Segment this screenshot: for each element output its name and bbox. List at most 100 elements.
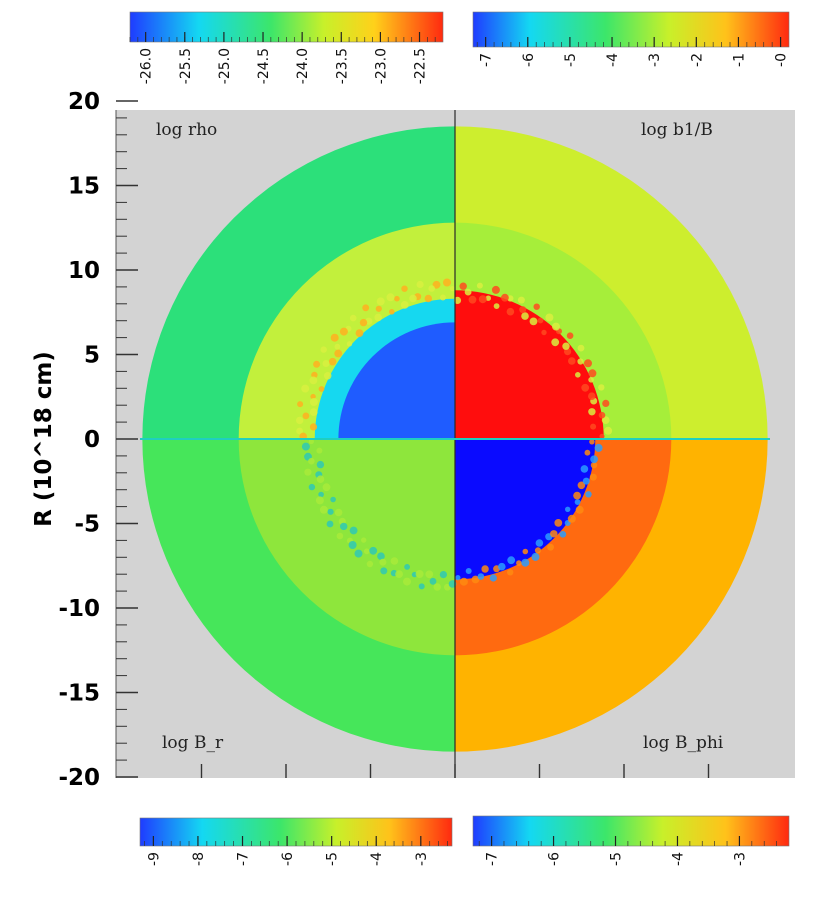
colorbar-tick-label: -2 — [689, 53, 705, 67]
panel-log-b1-b — [455, 126, 768, 439]
bphi-front-blob — [565, 506, 571, 512]
b1-front-blob — [584, 359, 592, 368]
colorbar-tick-label: -7 — [236, 852, 252, 866]
br-front-blob — [404, 564, 410, 570]
b1-front-blob — [478, 295, 487, 304]
b1-front-blob — [590, 423, 597, 430]
rho-front-blob — [309, 408, 318, 416]
colorbar-tick-label: -6 — [280, 852, 296, 866]
rho-front-blob — [339, 327, 348, 336]
b1-front-blob — [598, 411, 606, 419]
b1-front-blob — [602, 399, 610, 407]
br-front-blob — [433, 583, 441, 591]
bphi-front-blob — [590, 455, 598, 464]
y-tick-label: -20 — [58, 765, 100, 791]
br-front-blob — [361, 537, 367, 543]
bphi-front-blob — [521, 558, 530, 567]
b1-front-blob — [537, 317, 544, 324]
rho-front-blob — [349, 314, 357, 322]
br-front-blob — [379, 558, 387, 566]
colorbar-tick-label: -5 — [609, 852, 625, 866]
rho-front-blob — [376, 297, 385, 306]
bphi-front-blob — [477, 573, 485, 580]
br-front-blob — [390, 557, 399, 565]
colorbar-tick-label: -22.5 — [413, 48, 429, 84]
colorbar-tick-label: -1 — [731, 53, 747, 67]
b1-front-blob — [541, 329, 547, 336]
rho-front-blob — [309, 398, 318, 406]
bphi-front-blob — [531, 552, 540, 561]
bphi-front-blob — [535, 539, 544, 547]
bphi-front-blob — [589, 439, 595, 445]
b1-front-blob — [468, 295, 477, 304]
y-axis-label: R (10^18 cm) — [31, 351, 57, 527]
br-front-blob — [304, 468, 312, 476]
b1-front-blob — [517, 296, 525, 304]
b1-front-blob — [575, 372, 581, 378]
shell-3-2 — [455, 439, 596, 580]
b1-front-blob — [566, 332, 574, 340]
br-front-blob — [301, 442, 310, 451]
bphi-front-blob — [481, 565, 489, 573]
panel-label-log-rho: log rho — [156, 120, 217, 140]
colorbar-log-b1-b: -7 -6 -5 -4 -3 -2 -1 -0 — [472, 11, 790, 67]
br-front-blob — [308, 483, 316, 491]
b1-front-blob — [464, 288, 472, 296]
rho-front-blob — [409, 294, 417, 303]
b1-front-blob — [491, 285, 500, 294]
bphi-front-blob — [498, 562, 506, 571]
colorbar-tick-label: -24.0 — [295, 48, 311, 84]
br-front-blob — [439, 571, 447, 579]
br-front-blob — [380, 567, 388, 575]
bphi-front-blob — [585, 491, 592, 498]
colorbar-tick-label: -3 — [647, 53, 663, 67]
bphi-front-blob — [567, 514, 576, 523]
rho-front-blob — [359, 318, 368, 327]
bphi-front-blob — [573, 491, 581, 500]
colorbar-tick-label: -6 — [521, 53, 537, 67]
b1-front-blob — [485, 295, 491, 301]
bphi-front-blob — [582, 477, 590, 485]
br-front-blob — [316, 447, 323, 454]
br-front-blob — [318, 491, 324, 498]
br-front-blob — [369, 546, 378, 555]
br-front-blob — [308, 457, 315, 465]
y-tick-label: 10 — [68, 258, 100, 284]
rho-front-blob — [297, 401, 304, 408]
y-tick-label: 5 — [84, 343, 100, 369]
b1-front-blob — [577, 344, 585, 352]
br-front-blob — [349, 526, 358, 535]
br-front-blob — [336, 532, 344, 540]
colorbar-log-b-r: -9 -8 -7 -6 -5 -4 -3 — [139, 817, 453, 866]
rho-front-blob — [322, 360, 330, 367]
b1-front-blob — [588, 392, 596, 401]
bphi-front-blob — [534, 547, 542, 554]
bphi-front-blob — [507, 556, 516, 565]
b1-front-blob — [545, 313, 554, 322]
rho-front-blob — [310, 393, 316, 400]
bphi-front-blob — [455, 575, 461, 581]
b1-front-blob — [598, 384, 605, 391]
colorbar-tick-label: -3 — [732, 852, 748, 866]
bphi-front-blob — [580, 465, 589, 473]
br-front-blob — [403, 577, 411, 586]
b1-front-blob — [577, 358, 584, 365]
panel-label-log-b-r: log B_r — [162, 733, 224, 753]
b1-front-blob — [493, 303, 500, 309]
colorbar-tick-label: -23.5 — [334, 48, 350, 84]
colorbar-tick-label: -0 — [774, 53, 790, 67]
bphi-front-blob — [547, 543, 554, 551]
b1-front-blob — [601, 416, 610, 424]
br-front-blob — [363, 548, 370, 555]
b1-front-blob — [562, 342, 570, 350]
shell-2-1 — [238, 439, 455, 656]
b1-front-blob — [568, 357, 576, 365]
br-front-blob — [395, 570, 403, 578]
b1-front-blob — [551, 338, 560, 347]
rho-front-blob — [330, 333, 339, 342]
bphi-front-blob — [554, 519, 563, 527]
rho-front-blob — [302, 412, 310, 420]
bphi-front-blob — [465, 568, 472, 574]
br-front-blob — [429, 577, 437, 585]
bphi-front-blob — [471, 575, 480, 584]
